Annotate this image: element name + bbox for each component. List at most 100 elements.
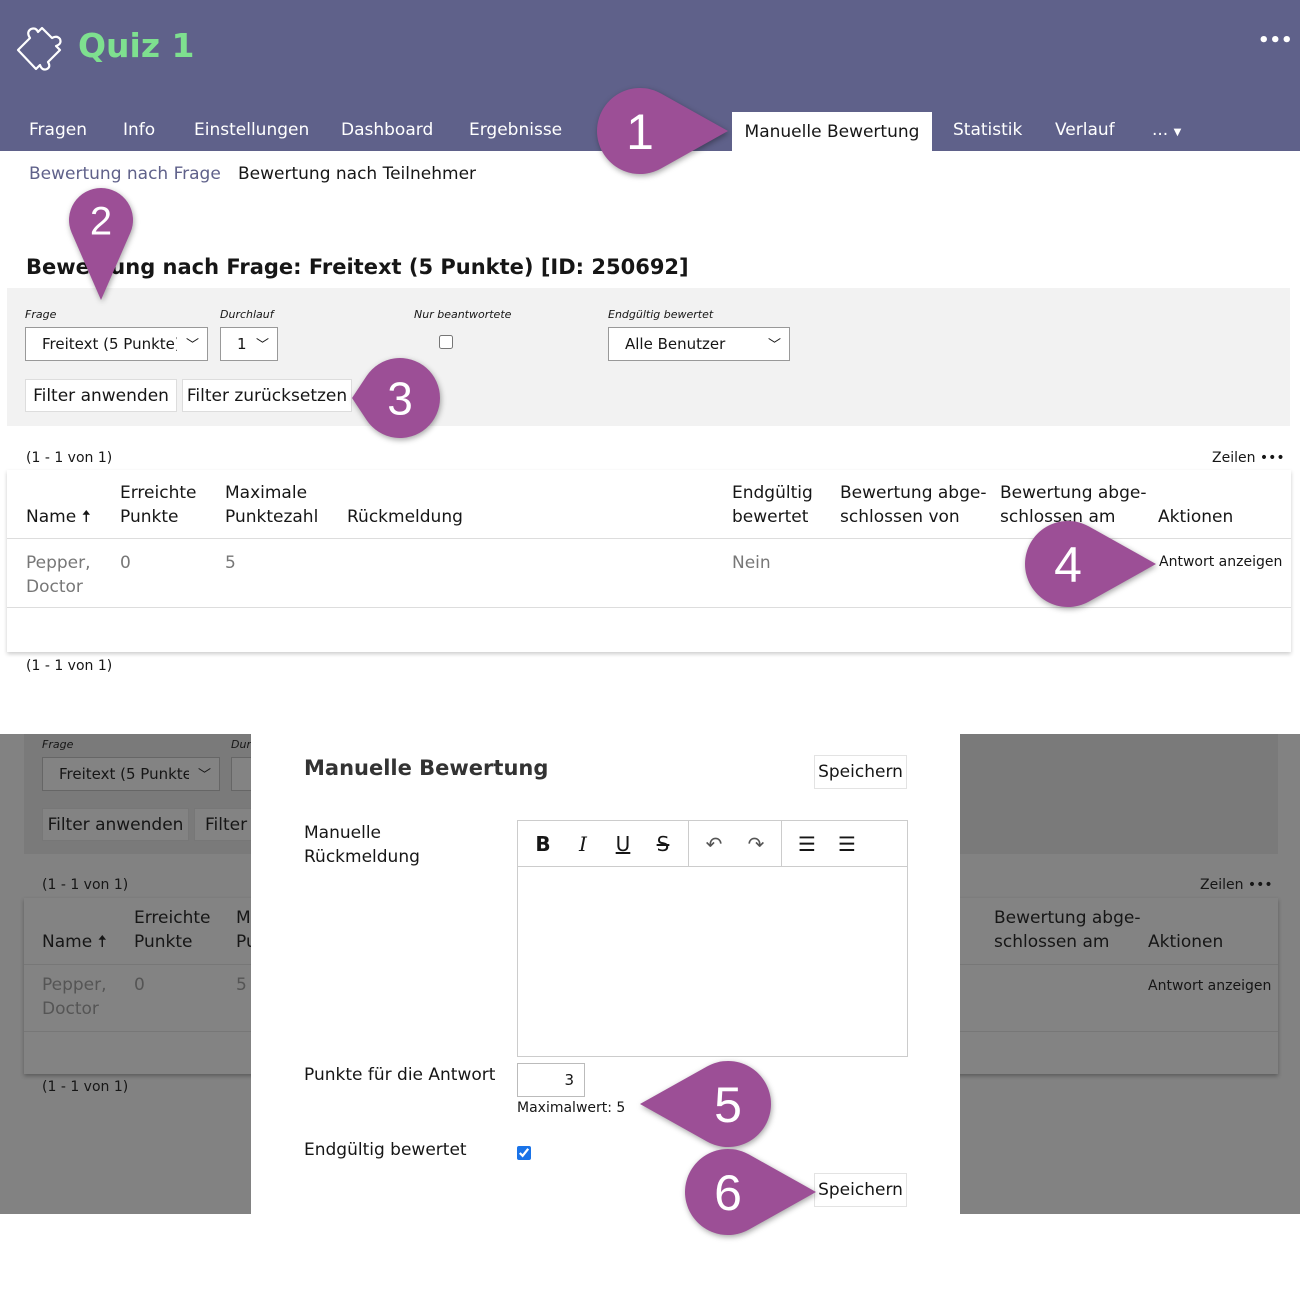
nur-beantwortete-checkbox[interactable]: [439, 335, 453, 349]
tab-more[interactable]: ... ▼: [1152, 120, 1181, 140]
col-name[interactable]: Name 🠅: [26, 505, 91, 529]
points-input[interactable]: 3: [517, 1063, 585, 1097]
col-label: Punkte: [134, 932, 193, 952]
cell-name: Pepper, Doctor: [26, 551, 91, 599]
endgueltig-label: Endgültig bewertet: [608, 308, 714, 321]
col-by[interactable]: Bewertung abge-schlossen von: [840, 481, 986, 529]
filter-panel: Frage Freitext (5 Punkte) [ID: 250692]﹀ …: [7, 288, 1290, 426]
caret-down-icon: ▼: [1173, 127, 1182, 138]
points-label: Punkte für die Antwort: [304, 1065, 496, 1085]
sort-up-icon: 🠅: [81, 507, 91, 527]
show-answer-link: Antwort anzeigen: [1148, 978, 1272, 994]
undo-icon[interactable]: ↶: [705, 831, 723, 856]
chevron-down-icon: ﹀: [185, 338, 199, 353]
divider: [7, 607, 1291, 608]
tab-einstellungen[interactable]: Einstellungen: [194, 120, 310, 140]
endgueltig-value: Alle Benutzer: [625, 335, 726, 353]
grading-modal: Manuelle Bewertung Speichern Manuelle Rüc…: [251, 734, 960, 1214]
tab-dashboard[interactable]: Dashboard: [341, 120, 434, 140]
durchlauf-label: Durchlauf: [220, 308, 274, 321]
pagination-top: (1 - 1 von 1): [26, 450, 113, 466]
frage-value: Freitext (5 Punkte) [ID: 250692]: [42, 335, 177, 353]
col-label: Endgültig: [732, 483, 813, 503]
results-table: Name 🠅 Erreichte Punkte Maximale Punktezah…: [7, 470, 1291, 652]
col-at: Bewertung abge-schlossen am: [994, 906, 1140, 954]
col-final[interactable]: Endgültig bewertet: [732, 481, 813, 529]
col-label: Punktezahl: [236, 932, 251, 952]
tab-more-label: ...: [1152, 120, 1169, 140]
cell-max: 5: [236, 975, 247, 995]
col-label: Bewertung abge-: [994, 908, 1141, 928]
underline-icon[interactable]: U: [615, 831, 631, 856]
cell-max: 5: [225, 553, 236, 573]
col-feedback[interactable]: Rückmeldung: [347, 507, 463, 527]
col-label: Bewertung abge-: [840, 483, 987, 503]
editor-toolbar: B I U S ↶ ↷ ☰ ☰: [518, 821, 907, 867]
col-at[interactable]: Bewertung abge-schlossen am: [1000, 481, 1146, 529]
bullet-list-icon[interactable]: ☰: [798, 831, 816, 856]
final-label: Endgültig bewertet: [304, 1140, 467, 1160]
endgueltig-select[interactable]: Alle Benutzer ﹀: [608, 327, 790, 361]
col-points: Erreichte Punkte: [134, 906, 210, 954]
save-button-top[interactable]: Speichern: [814, 755, 907, 789]
max-value-hint: Maximalwert: 5: [517, 1100, 626, 1116]
frage-select: Freitext (5 Punkte) [ID: 250692] ﹀: [42, 757, 220, 791]
feedback-textarea[interactable]: [518, 868, 907, 1056]
frage-select[interactable]: Freitext (5 Punkte) [ID: 250692] ﹀: [25, 327, 208, 361]
header: Quiz 1 ••• Fragen Info Einstellungen Das…: [0, 0, 1300, 151]
numbered-list-icon[interactable]: ☰: [838, 831, 856, 856]
col-points[interactable]: Erreichte Punkte: [120, 481, 196, 529]
col-name: Name 🠅: [42, 930, 107, 954]
col-name-label: Name: [26, 507, 77, 527]
durchlauf-value: 1: [237, 335, 247, 353]
more-options-button[interactable]: •••: [1258, 30, 1293, 51]
col-actions: Aktionen: [1148, 932, 1224, 952]
divider: [7, 538, 1291, 539]
pagination-bottom: (1 - 1 von 1): [26, 658, 113, 674]
name-line: Pepper,: [42, 975, 107, 995]
subtab-by-question[interactable]: Bewertung nach Frage: [29, 164, 221, 184]
cell-final: Nein: [732, 553, 771, 573]
callout-marker-2: 2: [69, 188, 133, 300]
apply-filter-button[interactable]: Filter anwenden: [25, 379, 177, 412]
bold-icon[interactable]: B: [535, 831, 551, 856]
name-line: Doctor: [42, 999, 99, 1019]
col-label: schlossen von: [840, 507, 960, 527]
label-line: Rückmeldung: [304, 847, 420, 867]
col-label: Bewertung abge-: [1000, 483, 1147, 503]
page-title: Quiz 1: [78, 26, 195, 65]
tab-statistik[interactable]: Statistik: [953, 120, 1023, 140]
modal-title: Manuelle Bewertung: [304, 756, 549, 780]
sort-up-icon: 🠅: [97, 932, 107, 952]
rows-menu[interactable]: Zeilen •••: [1212, 450, 1285, 466]
tab-fragen[interactable]: Fragen: [29, 120, 87, 140]
subtab-by-participant[interactable]: Bewertung nach Teilnehmer: [238, 164, 477, 184]
show-answer-link[interactable]: Antwort anzeigen: [1159, 554, 1283, 570]
rich-text-editor: B I U S ↶ ↷ ☰ ☰: [517, 820, 908, 1057]
tab-verlauf[interactable]: Verlauf: [1055, 120, 1115, 140]
col-label: Maximale: [225, 483, 308, 503]
pagination-top: (1 - 1 von 1): [42, 877, 129, 893]
chevron-down-icon: ﹀: [255, 338, 269, 353]
durchlauf-select[interactable]: 1 ﹀: [220, 327, 278, 361]
reset-filter-button[interactable]: Filter zurücksetzen: [182, 379, 352, 412]
cell-points: 0: [120, 553, 131, 573]
callout-number: 2: [90, 199, 112, 243]
tab-ergebnisse[interactable]: Ergebnisse: [469, 120, 563, 140]
name-line: Pepper,: [26, 553, 91, 573]
cell-name: Pepper, Doctor: [42, 973, 107, 1021]
redo-icon[interactable]: ↷: [747, 831, 765, 856]
save-button-bottom[interactable]: Speichern: [814, 1173, 907, 1207]
name-line: Doctor: [26, 577, 83, 597]
col-label: Maximale: [236, 908, 251, 928]
frage-label: Frage: [25, 308, 57, 321]
chevron-down-icon: ﹀: [767, 338, 781, 353]
italic-icon[interactable]: I: [579, 831, 587, 856]
nur-beantwortete-label: Nur beantwortete: [414, 308, 512, 321]
tab-manuelle-bewertung[interactable]: Manuelle Bewertung: [732, 112, 932, 151]
final-checkbox[interactable]: [517, 1146, 531, 1160]
col-max[interactable]: Maximale Punktezahl: [225, 481, 318, 529]
strikethrough-icon[interactable]: S: [656, 831, 670, 856]
tab-info[interactable]: Info: [123, 120, 156, 140]
col-name-label: Name: [42, 932, 93, 952]
